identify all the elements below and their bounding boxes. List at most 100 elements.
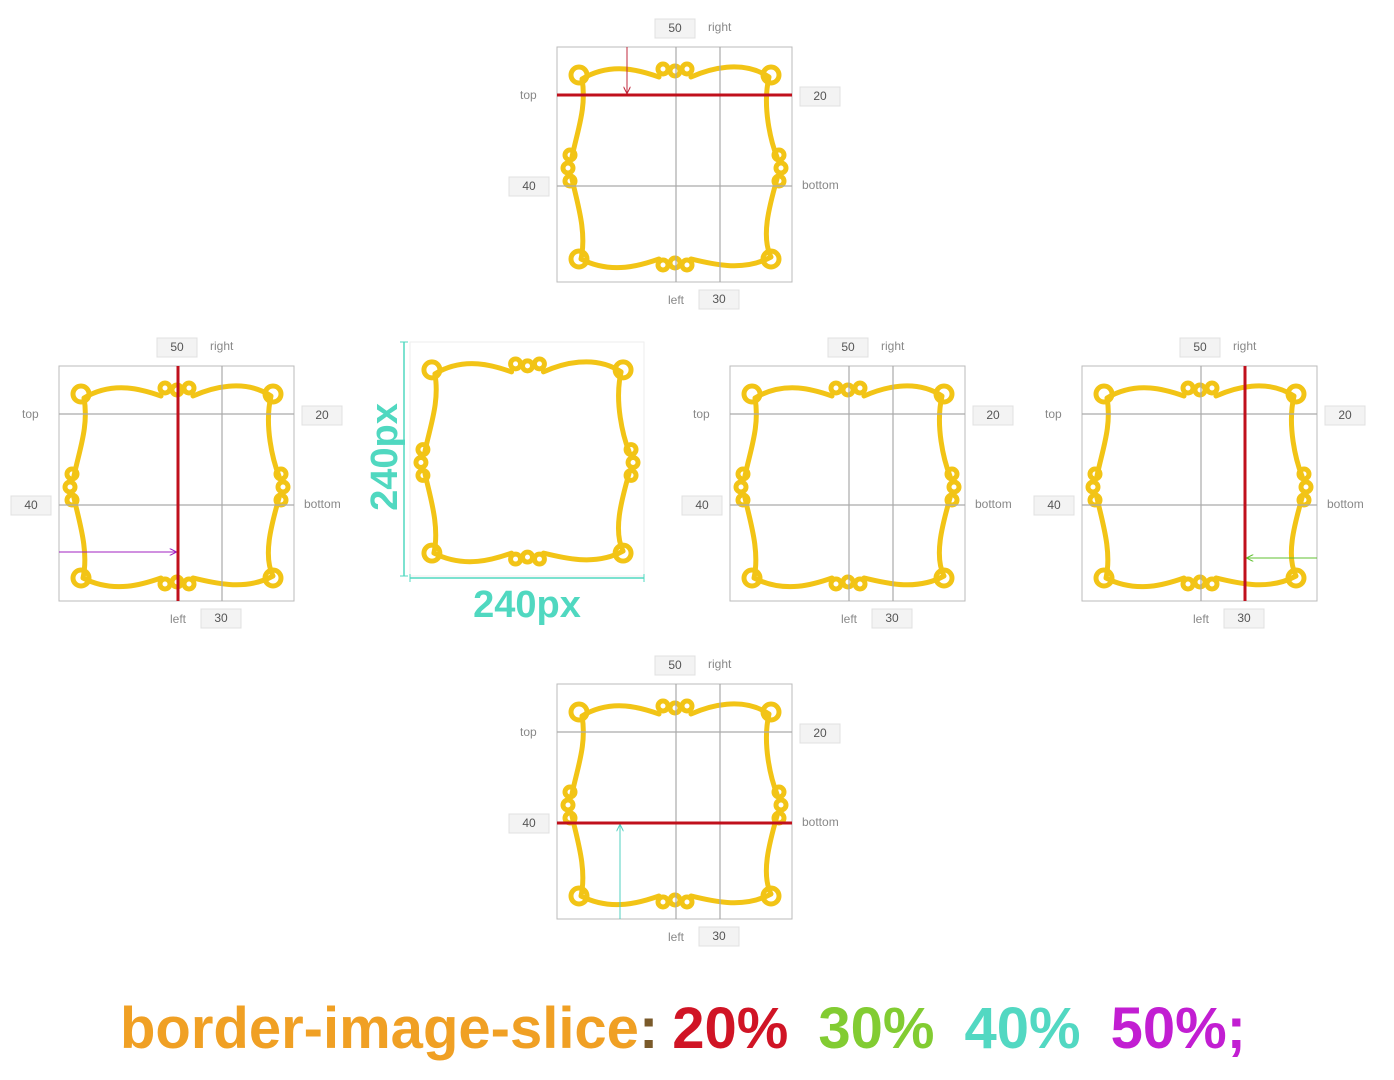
left-label: left [1193,612,1210,626]
swirl [275,479,291,495]
top-value: 50 [1193,340,1207,354]
swirl [623,442,639,458]
swirl [1285,567,1307,589]
bottom-label: bottom [304,497,341,511]
swirl [741,567,763,589]
swirl [568,64,590,86]
swirl [1093,383,1115,405]
swirl [679,894,695,910]
bottom-value-box [200,608,242,629]
slice-value: 50%; [1111,996,1246,1061]
swirl [568,248,590,270]
swirl [679,61,695,77]
swirl [612,542,634,564]
left-value: 40 [522,816,536,830]
left-label: left [841,612,858,626]
swirl [413,455,429,470]
ornament [413,356,641,567]
colon: : [639,996,658,1061]
right-value: 20 [986,408,1000,422]
swirl [1085,479,1101,495]
swirl [415,442,431,458]
swirl [679,698,695,714]
right-value-box [799,723,841,744]
ornament [560,698,789,910]
property: border-image-slice [120,996,639,1061]
top-label: top [520,725,537,739]
swirl [852,380,868,396]
bottom-label: bottom [975,497,1012,511]
bottom-value: 30 [712,292,726,306]
slice-panel: 50 right top 20 40 bottom left 30 [1033,337,1366,629]
swirl [262,567,284,589]
swirl [771,784,787,800]
top-value: 50 [841,340,855,354]
swirl [933,567,955,589]
swirl [70,567,92,589]
swirl [760,248,782,270]
swirl [852,576,868,592]
right-label: right [1233,339,1257,353]
bottom-value-box [698,289,740,310]
right-value: 20 [315,408,329,422]
swirl [773,797,789,813]
top-value-box [156,337,198,358]
height-label: 240px [364,403,406,511]
bottom-value-box [1223,608,1265,629]
ornament-line [742,383,953,590]
right-value-box [1324,405,1366,426]
swirl [679,257,695,273]
swirl [62,479,78,495]
swirl [273,466,289,482]
left-label: left [668,293,685,307]
right-value: 20 [813,726,827,740]
ornament-line [422,359,632,565]
left-value: 40 [1047,498,1061,512]
slice-value: 40% [964,996,1080,1061]
swirl [568,701,590,723]
swirl [741,383,763,405]
frame [1081,365,1318,602]
swirl [760,701,782,723]
swirl [1204,576,1220,592]
swirl [262,383,284,405]
left-label: left [668,930,685,944]
frame [556,46,793,283]
swirl [733,479,749,495]
right-value-box [799,86,841,107]
swirl [933,383,955,405]
left-value-box [10,495,52,516]
frame [729,365,966,602]
swirl [1296,466,1312,482]
center-example: 240px 240px [364,341,645,626]
top-label: top [693,407,710,421]
swirl [562,784,578,800]
top-value: 50 [170,340,184,354]
width-label: 240px [473,584,581,626]
bottom-value-box [871,608,913,629]
bottom-label: bottom [802,178,839,192]
left-value: 40 [695,498,709,512]
slice-value: 30% [818,996,934,1061]
swirl [415,467,431,483]
ornament-line [71,383,282,590]
top-value-box [1179,337,1221,358]
left-value: 40 [522,179,536,193]
right-label: right [881,339,905,353]
slice-panel: 50 right top 20 40 bottom left 30 [10,337,343,629]
left-value-box [1033,495,1075,516]
top-value-box [654,655,696,676]
swirl [760,64,782,86]
swirl [560,797,576,813]
bottom-value-box [698,926,740,947]
right-value: 20 [1338,408,1352,422]
swirl [64,466,80,482]
swirl [735,466,751,482]
left-value-box [681,495,723,516]
right-value: 20 [813,89,827,103]
right-label: right [708,657,732,671]
swirl [946,479,962,495]
swirl [760,885,782,907]
